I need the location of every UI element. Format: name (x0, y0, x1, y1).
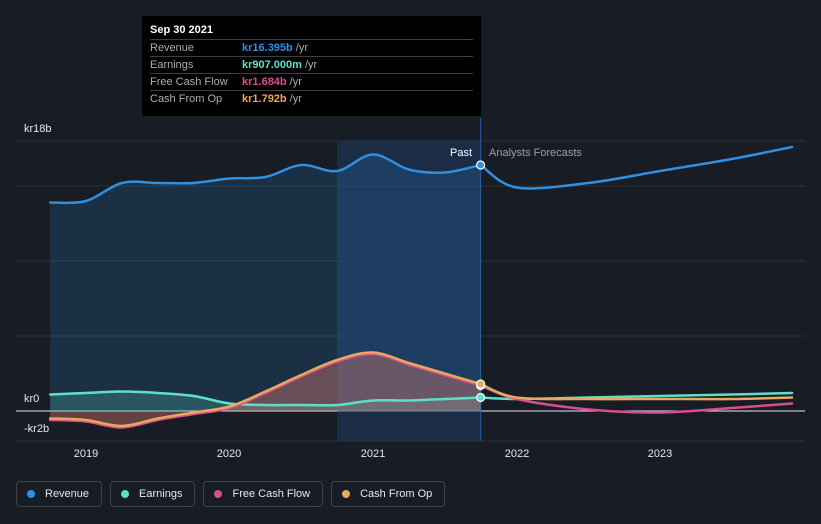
line-earnings-past (48, 390, 482, 407)
tooltip-unit: /yr (295, 42, 308, 54)
legend-item-revenue[interactable]: Revenue (16, 481, 103, 507)
tooltip-row-fcf: Free Cash Flow kr1.684b /yr (150, 73, 473, 90)
area-revenue (50, 154, 481, 412)
chart-legend: Revenue Earnings Free Cash Flow Cash Fro… (16, 481, 446, 507)
tooltip-label: Revenue (150, 42, 195, 54)
tooltip-value: kr1.792b (242, 93, 287, 105)
y-label-zero: kr0 (24, 393, 40, 405)
legend-dot-icon (214, 490, 223, 498)
tooltip-value: kr907.000m (242, 59, 302, 71)
legend-item-cash-from-op[interactable]: Cash From Op (331, 481, 446, 507)
tooltip-unit: /yr (289, 76, 302, 88)
legend-label: Free Cash Flow (232, 488, 311, 500)
y-label-top: kr18b (24, 123, 52, 135)
x-tick-2022: 2022 (504, 448, 530, 460)
past-highlight-band (337, 141, 481, 441)
forecast-label: Analysts Forecasts (489, 147, 582, 159)
line-revenue-forecast (479, 145, 794, 190)
legend-dot-icon (27, 490, 35, 498)
area-fcf (50, 353, 481, 428)
marker-cfo[interactable] (476, 379, 486, 389)
legend-dot-icon (342, 490, 351, 498)
legend-label: Revenue (45, 488, 90, 500)
area-cfo (50, 352, 481, 427)
tooltip-date: Sep 30 2021 (150, 24, 213, 36)
tooltip-label: Free Cash Flow (150, 76, 228, 88)
data-tooltip: Sep 30 2021 Revenue kr16.395b /yr Earnin… (142, 16, 481, 116)
tooltip-value: kr1.684b (242, 76, 287, 88)
legend-label: Cash From Op (360, 488, 433, 500)
tooltip-value: kr16.395b (242, 42, 293, 54)
legend-dot-icon (121, 490, 130, 498)
marker-revenue[interactable] (476, 160, 486, 170)
legend-item-earnings[interactable]: Earnings (110, 481, 196, 507)
legend-item-free-cash-flow[interactable]: Free Cash Flow (203, 481, 324, 507)
tooltip-row-earnings: Earnings kr907.000m /yr (150, 56, 473, 73)
tooltip-label: Earnings (150, 59, 194, 71)
x-tick-2023: 2023 (647, 448, 673, 460)
tooltip-unit: /yr (289, 93, 302, 105)
y-label-bottom: -kr2b (24, 423, 50, 435)
line-revenue-past (48, 153, 482, 205)
tooltip-label: Cash From Op (150, 93, 223, 105)
past-label: Past (450, 147, 473, 159)
line-fcf-past (48, 352, 482, 429)
marker-earnings[interactable] (476, 392, 486, 403)
series-markers (476, 160, 486, 403)
area-earnings (50, 391, 481, 411)
legend-label: Earnings (139, 488, 183, 500)
tooltip-row-revenue: Revenue kr16.395b /yr (150, 39, 473, 56)
x-tick-2019: 2019 (73, 448, 99, 460)
line-cfo-forecast (479, 382, 794, 401)
line-fcf-forecast (479, 384, 794, 414)
series-areas (50, 154, 481, 428)
tooltip-unit: /yr (304, 59, 318, 71)
line-cfo-past (48, 351, 482, 428)
series-lines (48, 145, 794, 429)
tooltip-row-cfo: Cash From Op kr1.792b /yr (150, 90, 473, 107)
x-tick-2021: 2021 (360, 448, 386, 460)
x-tick-2020: 2020 (216, 448, 242, 460)
